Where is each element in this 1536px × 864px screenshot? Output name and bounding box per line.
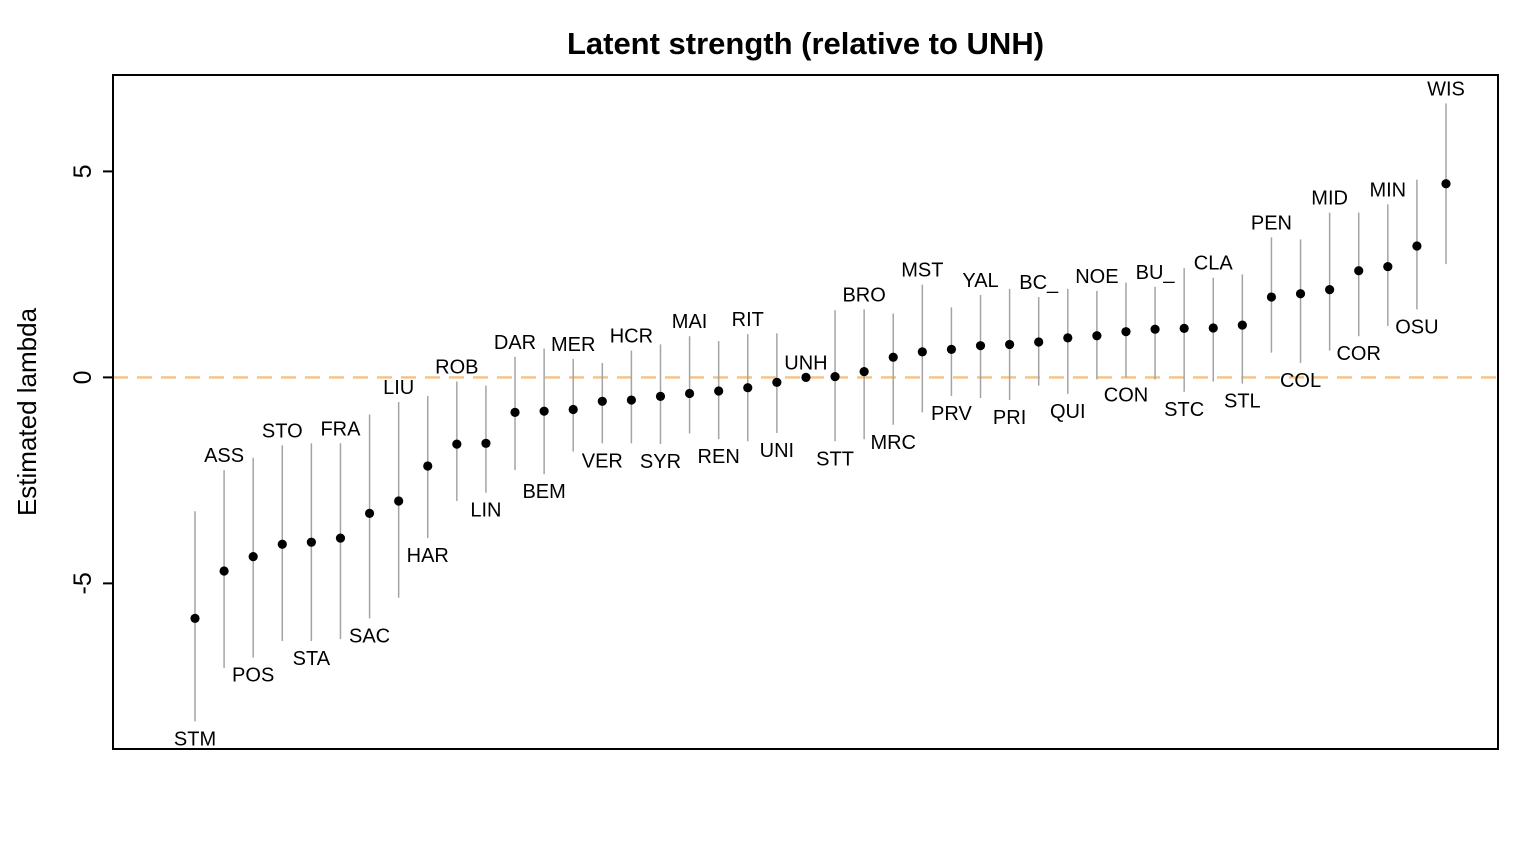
team-label-NOE: NOE [1075,266,1118,288]
dot-YAL [975,341,986,351]
team-label-LIU: LIU [383,377,414,399]
team-label-STM: STM [174,728,216,750]
team-label-STC: STC [1164,399,1204,421]
team-label-COR: COR [1336,343,1380,365]
team-label-SAC: SAC [349,625,390,647]
team-label-LIN: LIN [470,500,501,522]
plot-border [112,74,1499,750]
team-label-UNH: UNH [784,352,827,374]
y-tick-label-5: 5 [69,164,97,178]
dot-NOE [1092,331,1102,341]
team-label-ASS: ASS [204,445,244,467]
team-label-BEM: BEM [522,481,565,503]
team-label-PRV: PRV [931,403,972,425]
team-label-BRO: BRO [842,284,885,306]
dot-SAC [364,508,375,518]
team-label-DAR: DAR [494,332,536,354]
team-label-MER: MER [551,334,595,356]
dot-UNH [801,372,811,382]
dot-VER [597,396,607,406]
team-label-MAI: MAI [672,311,708,333]
team-label-MRC: MRC [870,432,916,454]
dot-HCR [626,395,636,405]
dot-SYR [655,391,666,401]
dot-LIN [481,438,491,448]
team-label-MST: MST [901,260,943,282]
team-label-STT: STT [816,448,854,470]
dot-CLA [1208,323,1218,333]
team-label-WIS: WIS [1427,78,1465,100]
dot-MRC [888,352,898,362]
dot-COR [1354,266,1364,276]
team-label-UNI: UNI [760,440,794,462]
dot-STO [277,539,287,549]
team-label-HCR: HCR [610,326,653,348]
team-label-CON: CON [1104,384,1148,406]
team-label-STL: STL [1224,391,1261,413]
dot-BRO [859,367,869,377]
team-label-HAR: HAR [407,545,449,567]
dot-LIU [394,496,404,506]
dot-MAI [684,388,695,399]
dot-BU_ [1150,324,1160,334]
y-axis-title-text: Estimated lambda [12,307,42,517]
team-label-OSU: OSU [1395,316,1438,338]
dot-BC_ [1034,337,1044,347]
team-label-ROB: ROB [435,357,478,379]
dot-PEN [1266,292,1277,302]
team-label-MID: MID [1311,188,1348,210]
dot-WIS [1441,179,1451,189]
team-label-CLA: CLA [1194,253,1234,275]
team-label-SYR: SYR [640,451,681,473]
dot-QUI [1063,333,1073,343]
dot-MID [1325,285,1335,295]
team-label-POS: POS [232,665,274,687]
chart-title: Latent strength (relative to UNH) [566,26,1045,61]
dot-OSU [1412,241,1422,251]
dot-POS [248,552,258,562]
y-tick-label--5: -5 [69,572,97,594]
team-label-COL: COL [1280,370,1321,392]
team-label-MIN: MIN [1369,179,1406,201]
dot-ASS [219,566,229,576]
team-label-STO: STO [262,420,303,442]
team-label-REN: REN [698,446,740,468]
team-label-QUI: QUI [1050,401,1086,423]
dot-PRV [946,344,957,354]
dot-STT [830,371,840,382]
dot-ROB [452,439,462,449]
team-label-FRA: FRA [320,418,361,440]
y-tick-label-0: 0 [69,370,97,384]
dot-STA [306,537,316,547]
dot-PRI [1005,339,1015,350]
dot-HAR [423,461,433,471]
dot-MST [917,347,927,357]
team-label-VER: VER [582,450,623,472]
team-label-PEN: PEN [1251,212,1292,234]
dot-STM [190,613,200,624]
dot-MER [568,404,578,415]
team-label-BC_: BC_ [1019,272,1059,294]
team-label-RIT: RIT [732,309,764,331]
dot-CON [1121,327,1131,337]
dot-STC [1179,323,1189,333]
team-label-PRI: PRI [993,407,1026,429]
dot-REN [714,386,724,396]
dot-MIN [1383,261,1393,272]
dot-FRA [335,533,346,543]
dot-UNI [772,377,782,387]
team-label-BU_: BU_ [1136,262,1176,284]
team-label-STA: STA [293,648,331,670]
dot-STL [1237,320,1247,330]
dot-RIT [743,383,753,393]
dot-DAR [510,407,520,418]
team-label-YAL: YAL [962,270,998,292]
dot-BEM [539,406,549,416]
dot-COL [1295,289,1306,299]
